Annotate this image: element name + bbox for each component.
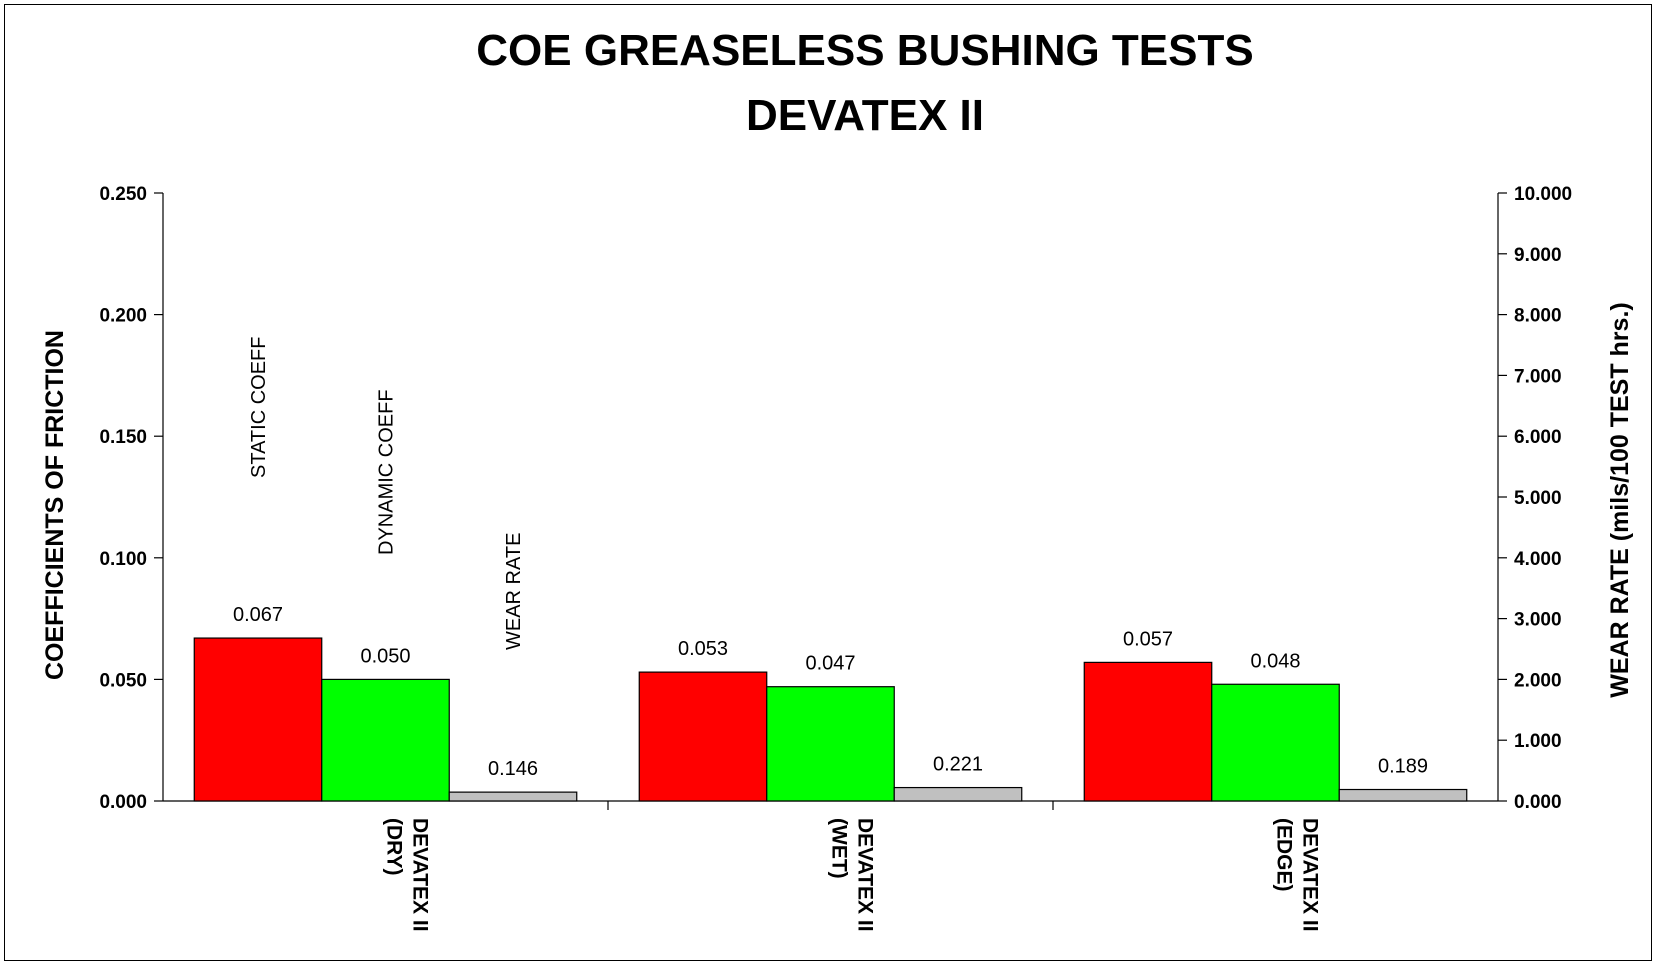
bar	[448, 791, 578, 802]
category-label: DEVATEX II	[854, 818, 877, 932]
data-label: 0.050	[360, 645, 410, 667]
chart-subtitle: DEVATEX II	[746, 91, 984, 140]
y2-tick-label: 3.000	[1514, 610, 1562, 631]
y2-tick-label: 8.000	[1514, 306, 1562, 327]
y2-tick-label: 9.000	[1514, 245, 1562, 266]
y2-tick-label: 0.000	[1514, 792, 1562, 813]
y-tick-label: 0.000	[99, 792, 147, 813]
y2-axis-label: WEAR RATE (mils/100 TEST hrs.)	[1606, 302, 1634, 697]
y2-tick-label: 7.000	[1514, 366, 1562, 387]
data-label: 0.067	[233, 604, 283, 626]
series-name-label: WEAR RATE	[503, 533, 525, 650]
y2-tick-label: 1.000	[1514, 731, 1562, 752]
bar	[321, 678, 450, 802]
bars	[193, 637, 1468, 802]
bar	[1338, 788, 1468, 802]
bar	[1083, 661, 1213, 802]
category-label: (EDGE)	[1273, 818, 1296, 892]
y-tick-label: 0.100	[99, 549, 147, 570]
y2-tick-label: 4.000	[1514, 549, 1562, 570]
category-label: DEVATEX II	[1299, 818, 1322, 932]
bar	[193, 637, 323, 802]
bar	[1211, 683, 1340, 802]
bar	[766, 686, 895, 802]
y-tick-label: 0.200	[99, 306, 147, 327]
y-tick-label: 0.250	[99, 184, 147, 205]
y2-tick-label: 6.000	[1514, 427, 1562, 448]
bar	[893, 786, 1023, 802]
category-label: (WET)	[828, 818, 851, 879]
bar	[638, 671, 768, 802]
y2-tick-label: 5.000	[1514, 488, 1562, 509]
category-label: (DRY)	[383, 818, 406, 876]
chart-frame	[4, 4, 1652, 961]
y-tick-label: 0.150	[99, 427, 147, 448]
series-name-label: DYNAMIC COEFF	[376, 389, 398, 555]
series-name-label: STATIC COEFF	[248, 337, 270, 478]
data-label: 0.189	[1378, 756, 1428, 778]
data-label: 0.221	[933, 754, 983, 776]
y2-tick-label: 10.000	[1514, 184, 1572, 205]
category-label: DEVATEX II	[409, 818, 432, 932]
data-label: 0.146	[488, 758, 538, 780]
data-label: 0.053	[678, 638, 728, 660]
data-label: 0.047	[805, 653, 855, 675]
data-label: 0.057	[1123, 628, 1173, 650]
data-label: 0.048	[1250, 650, 1300, 672]
y-axis-label: COEFFICIENTS OF FRICTION	[41, 330, 69, 680]
axes: 0.000 0.050 0.100 0.150 0.200 0.250 0.000 1.000…	[99, 184, 1572, 813]
y2-tick-label: 2.000	[1514, 670, 1562, 691]
chart-title: COE GREASELESS BUSHING TESTS	[476, 26, 1253, 75]
y-tick-label: 0.050	[99, 670, 147, 691]
